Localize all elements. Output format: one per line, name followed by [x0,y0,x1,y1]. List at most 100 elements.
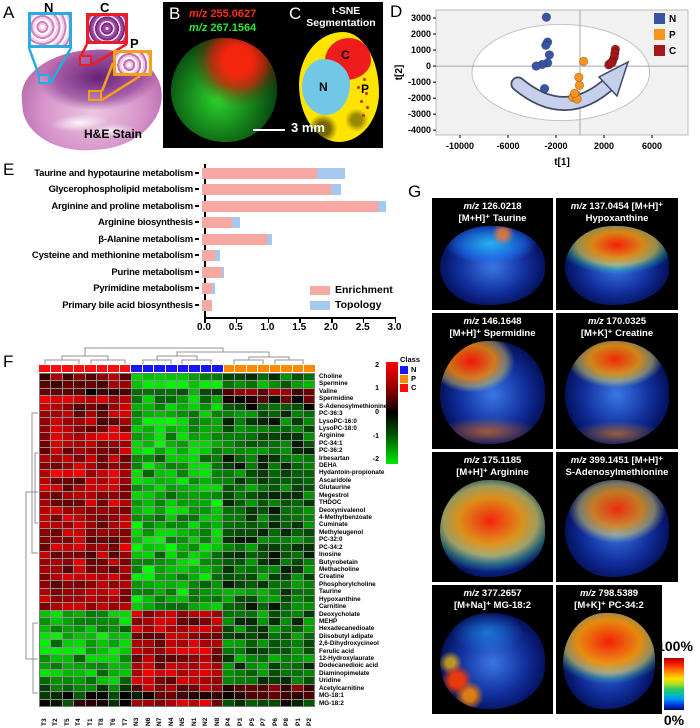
inset-source-region-c [79,55,92,66]
pathway-bar [202,217,241,228]
heatmap-cell [303,603,314,610]
heatmap-cell [234,677,246,684]
heatmap-cell [292,403,303,410]
heatmap-cell [246,633,257,640]
scale-bar-label: 3 mm [291,120,325,135]
heatmap-cell [234,647,246,655]
heatmap-cell [211,699,223,706]
heatmap-cell [166,396,177,403]
heatmap-cell [303,403,314,410]
heatmap-cell [120,411,131,418]
heatmap-cell [280,411,292,418]
heatmap-cell [292,455,303,462]
heatmap-cell [120,618,131,625]
heatmap-cell [120,418,131,425]
heatmap-cell [280,455,292,462]
heatmap-cell [280,670,292,677]
heatmap-cell [269,536,280,544]
heatmap-cell [51,418,62,425]
heatmap-cell [177,492,188,499]
heatmap-column-label: P5 [248,718,256,726]
heatmap-cell [108,655,120,662]
heatmap-cell [143,536,154,544]
heatmap-cell [177,573,188,581]
heatmap-column-label: T3 [40,718,48,726]
heatmap-cell [269,374,280,381]
heatmap-cell [85,640,97,647]
heatmap-cell [303,633,314,640]
heatmap-cell [74,559,85,566]
heatmap-column-label: N5 [179,717,187,726]
heatmap-cell [154,514,166,521]
pathway-bar-chart: Taurine and hypotaurine metabolism Glycer… [0,166,400,326]
heatmap-cell [303,455,314,462]
heatmap-cell [188,618,200,625]
heatmap-cell [223,588,234,595]
heatmap-cell [143,573,154,581]
heatmap-cell [223,433,234,440]
heatmap-cell [188,559,200,566]
heatmap-cell [74,425,85,433]
heatmap-cell [269,514,280,521]
msi-mz-label: m/z 399.1451 [M+H]⁺ [570,455,664,466]
heatmap-cell [74,692,85,699]
heatmap-cell [97,492,108,499]
heatmap-cell [200,640,211,647]
heatmap-cell [97,625,108,632]
heatmap-cell [51,581,62,588]
heatmap-cell [143,374,154,381]
heatmap-cell [62,566,74,573]
heatmap-cell [200,566,211,573]
heatmap-cell [154,618,166,625]
heatmap-cell [131,625,143,632]
bar-segment-undefined [212,283,216,294]
heatmap-cell [74,499,85,507]
heatmap-cell [40,559,51,566]
heatmap-cell [131,670,143,677]
heatmap-cell [40,647,51,655]
heatmap-row-label: Deoxynivalenol [319,506,366,514]
class-bar-segment [292,365,304,372]
heatmap-cell [246,610,257,618]
heatmap-cell [51,425,62,433]
heatmap-cell [108,692,120,699]
heatmap-cell [40,692,51,699]
inset-source-region-p [88,90,102,101]
heatmap-cell [74,588,85,595]
heatmap-cell [246,448,257,455]
heatmap-cell [97,425,108,433]
heatmap-cell [166,536,177,544]
legend-label: Topology [335,299,382,311]
msi-ion-image [440,613,545,709]
heatmap-cell [211,610,223,618]
heatmap-cell [269,485,280,492]
heatmap-cell [108,514,120,521]
heatmap-cell [120,662,131,669]
heatmap-cell [234,448,246,455]
heatmap-cell [303,581,314,588]
heatmap-cell [120,448,131,455]
heatmap-cell [166,647,177,655]
heatmap-cell [143,492,154,499]
heatmap-cell [269,455,280,462]
heatmap-cell [166,514,177,521]
heatmap-cell [51,551,62,558]
bar-segment-undefined [202,233,267,245]
heatmap-cell [108,448,120,455]
heatmap-column-label: N4 [167,717,175,726]
heatmap-cell [200,573,211,581]
heatmap-cell [257,625,269,632]
class-bar-segment [223,365,235,372]
heatmap-cell [131,462,143,470]
heatmap-row-label: DEHA [319,462,337,470]
heatmap-cell [188,529,200,536]
heatmap-cell [280,603,292,610]
heatmap-cell [143,596,154,603]
msi-ion-image [440,480,545,577]
heatmap-cell [177,411,188,418]
heatmap-cell [234,581,246,588]
bar-segment-undefined [377,200,386,212]
heatmap-cell [246,551,257,558]
heatmap-cell [120,603,131,610]
